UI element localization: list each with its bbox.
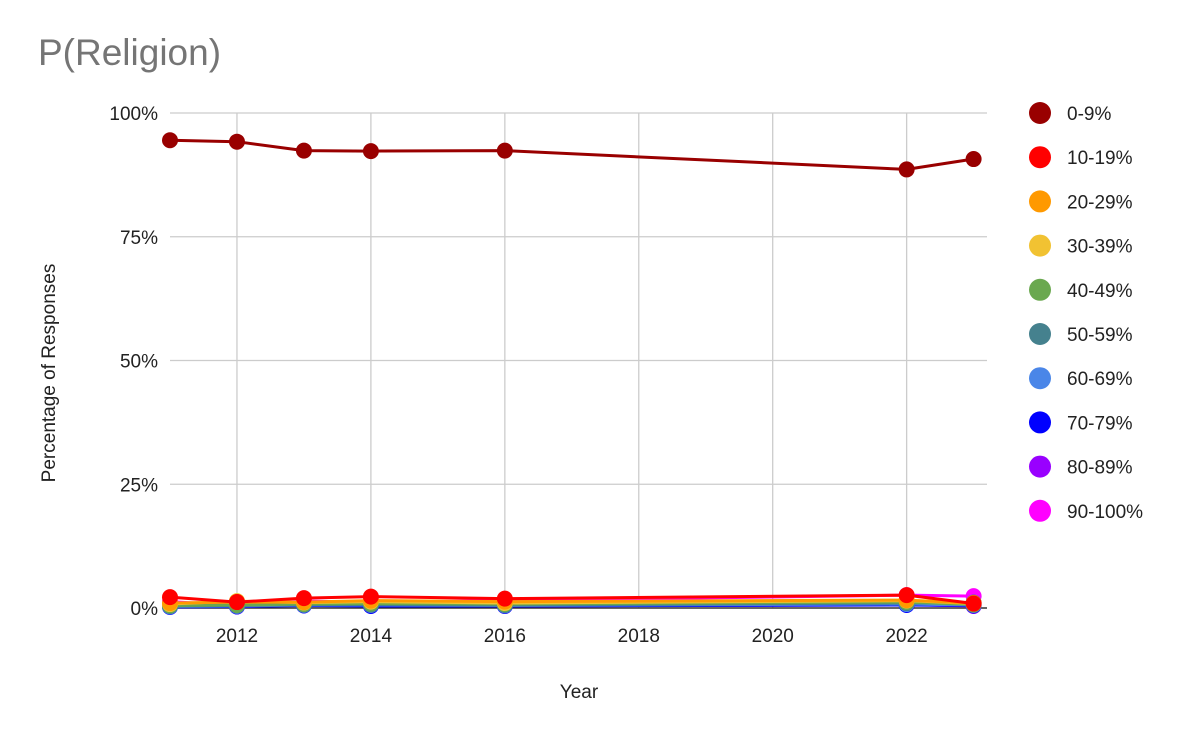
gridlines xyxy=(170,112,987,608)
data-point xyxy=(496,142,513,159)
x-tick-labels: 2012 2014 2016 2018 2020 2022 xyxy=(216,626,928,647)
legend-item: 60-69% xyxy=(1029,367,1133,390)
legend-swatch xyxy=(1029,367,1051,390)
data-point xyxy=(898,161,915,178)
series-10-19% xyxy=(162,587,982,612)
legend-label: 0-9% xyxy=(1067,104,1111,125)
legend-swatch xyxy=(1029,234,1051,257)
series-line xyxy=(169,138,974,171)
data-point xyxy=(228,594,245,611)
legend-item: 80-89% xyxy=(1029,455,1133,479)
legend-item: 70-79% xyxy=(1029,411,1133,434)
legend-label: 40-49% xyxy=(1067,281,1133,302)
x-tick-label: 2016 xyxy=(484,626,526,647)
legend-label: 20-29% xyxy=(1067,192,1133,213)
series-0-9% xyxy=(162,132,982,178)
data-point xyxy=(898,587,915,604)
legend-swatch xyxy=(1029,411,1051,434)
data-point xyxy=(362,588,379,605)
legend-swatch xyxy=(1029,102,1051,124)
x-tick-label: 2014 xyxy=(350,626,393,647)
legend-label: 30-39% xyxy=(1067,237,1133,258)
legend-label: 90-100% xyxy=(1067,502,1143,523)
y-tick-label: 50% xyxy=(120,352,158,373)
data-point xyxy=(295,590,312,607)
data-point xyxy=(162,132,178,149)
x-axis-title: Year xyxy=(560,682,599,703)
y-tick-label: 25% xyxy=(120,475,158,496)
legend-label: 10-19% xyxy=(1067,148,1133,169)
data-point xyxy=(228,133,245,150)
legend-item: 0-9% xyxy=(1029,102,1111,125)
series-lines xyxy=(162,132,982,616)
chart-title: P(Religion) xyxy=(38,32,222,73)
data-point xyxy=(496,590,513,607)
legend-swatch xyxy=(1029,278,1051,301)
legend-item: 50-59% xyxy=(1029,323,1133,346)
legend-item: 30-39% xyxy=(1029,234,1133,258)
y-tick-labels: 0% 25% 50% 75% 100% xyxy=(109,104,158,620)
y-tick-label: 0% xyxy=(131,599,159,620)
legend: 0-9% 10-19% 20-29% 30-39% 40-49% 50-59% 60-69%… xyxy=(1029,102,1143,523)
legend-label: 80-89% xyxy=(1067,458,1133,479)
data-point xyxy=(295,142,312,159)
data-point xyxy=(162,589,178,606)
data-point xyxy=(362,143,379,160)
legend-label: 60-69% xyxy=(1067,369,1133,390)
data-point xyxy=(965,595,982,612)
legend-swatch xyxy=(1029,146,1051,169)
y-axis-title: Percentage of Responses xyxy=(39,264,60,483)
legend-item: 40-49% xyxy=(1029,278,1133,302)
x-tick-label: 2020 xyxy=(752,626,794,647)
legend-swatch xyxy=(1029,323,1051,345)
legend-item: 10-19% xyxy=(1029,146,1133,169)
legend-swatch xyxy=(1029,190,1051,213)
legend-swatch xyxy=(1029,455,1051,478)
data-point xyxy=(965,151,982,168)
legend-label: 70-79% xyxy=(1067,413,1133,434)
x-tick-label: 2022 xyxy=(885,626,927,647)
x-tick-label: 2012 xyxy=(216,626,258,647)
legend-label: 50-59% xyxy=(1067,325,1133,346)
y-tick-label: 75% xyxy=(120,228,158,249)
legend-item: 20-29% xyxy=(1029,190,1133,213)
legend-item: 90-100% xyxy=(1029,499,1143,523)
x-tick-label: 2018 xyxy=(618,626,660,647)
legend-swatch xyxy=(1029,499,1051,522)
y-tick-label: 100% xyxy=(109,104,158,125)
